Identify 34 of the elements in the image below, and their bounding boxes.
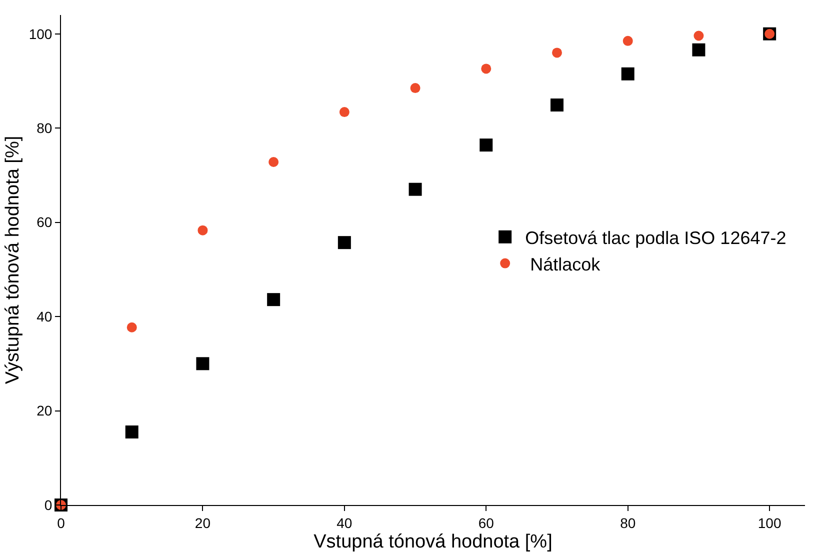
x-tick-label: 20	[194, 514, 211, 531]
x-tick-label: 0	[57, 514, 66, 531]
legend-label: Nátlacok	[525, 254, 602, 274]
point	[267, 293, 280, 306]
point	[338, 236, 351, 250]
y-axis-title: Výstupná tónová hodnota [%]	[2, 136, 24, 384]
y-tick-label: 60	[36, 214, 52, 230]
y-tick-label: 80	[36, 120, 52, 136]
y-tick-label: 20	[36, 402, 52, 419]
x-axis-title: Vstupná tónová hodnota [%]	[314, 532, 552, 553]
point	[550, 98, 564, 112]
point	[126, 322, 137, 332]
x-tick-label: 100	[758, 514, 782, 531]
legend-label: Ofsetová tlac podla ISO 12647-2	[525, 228, 786, 248]
point	[622, 36, 633, 46]
x-tick-label: 80	[620, 514, 636, 531]
point	[198, 225, 208, 236]
point	[268, 157, 279, 167]
y-tick-label: 0	[44, 496, 52, 513]
point	[408, 182, 422, 196]
x-tick-label: 60	[478, 514, 494, 531]
y-tick-label: 40	[36, 308, 52, 324]
y-tick-label: 100	[28, 26, 52, 42]
point	[480, 138, 493, 152]
point	[410, 83, 420, 94]
point	[692, 43, 706, 56]
point	[621, 67, 634, 80]
point	[339, 107, 350, 118]
point	[552, 48, 562, 58]
x-tick-label: 40	[336, 514, 352, 531]
point	[125, 425, 138, 438]
point	[196, 357, 210, 370]
point	[694, 30, 704, 41]
point	[481, 64, 492, 74]
